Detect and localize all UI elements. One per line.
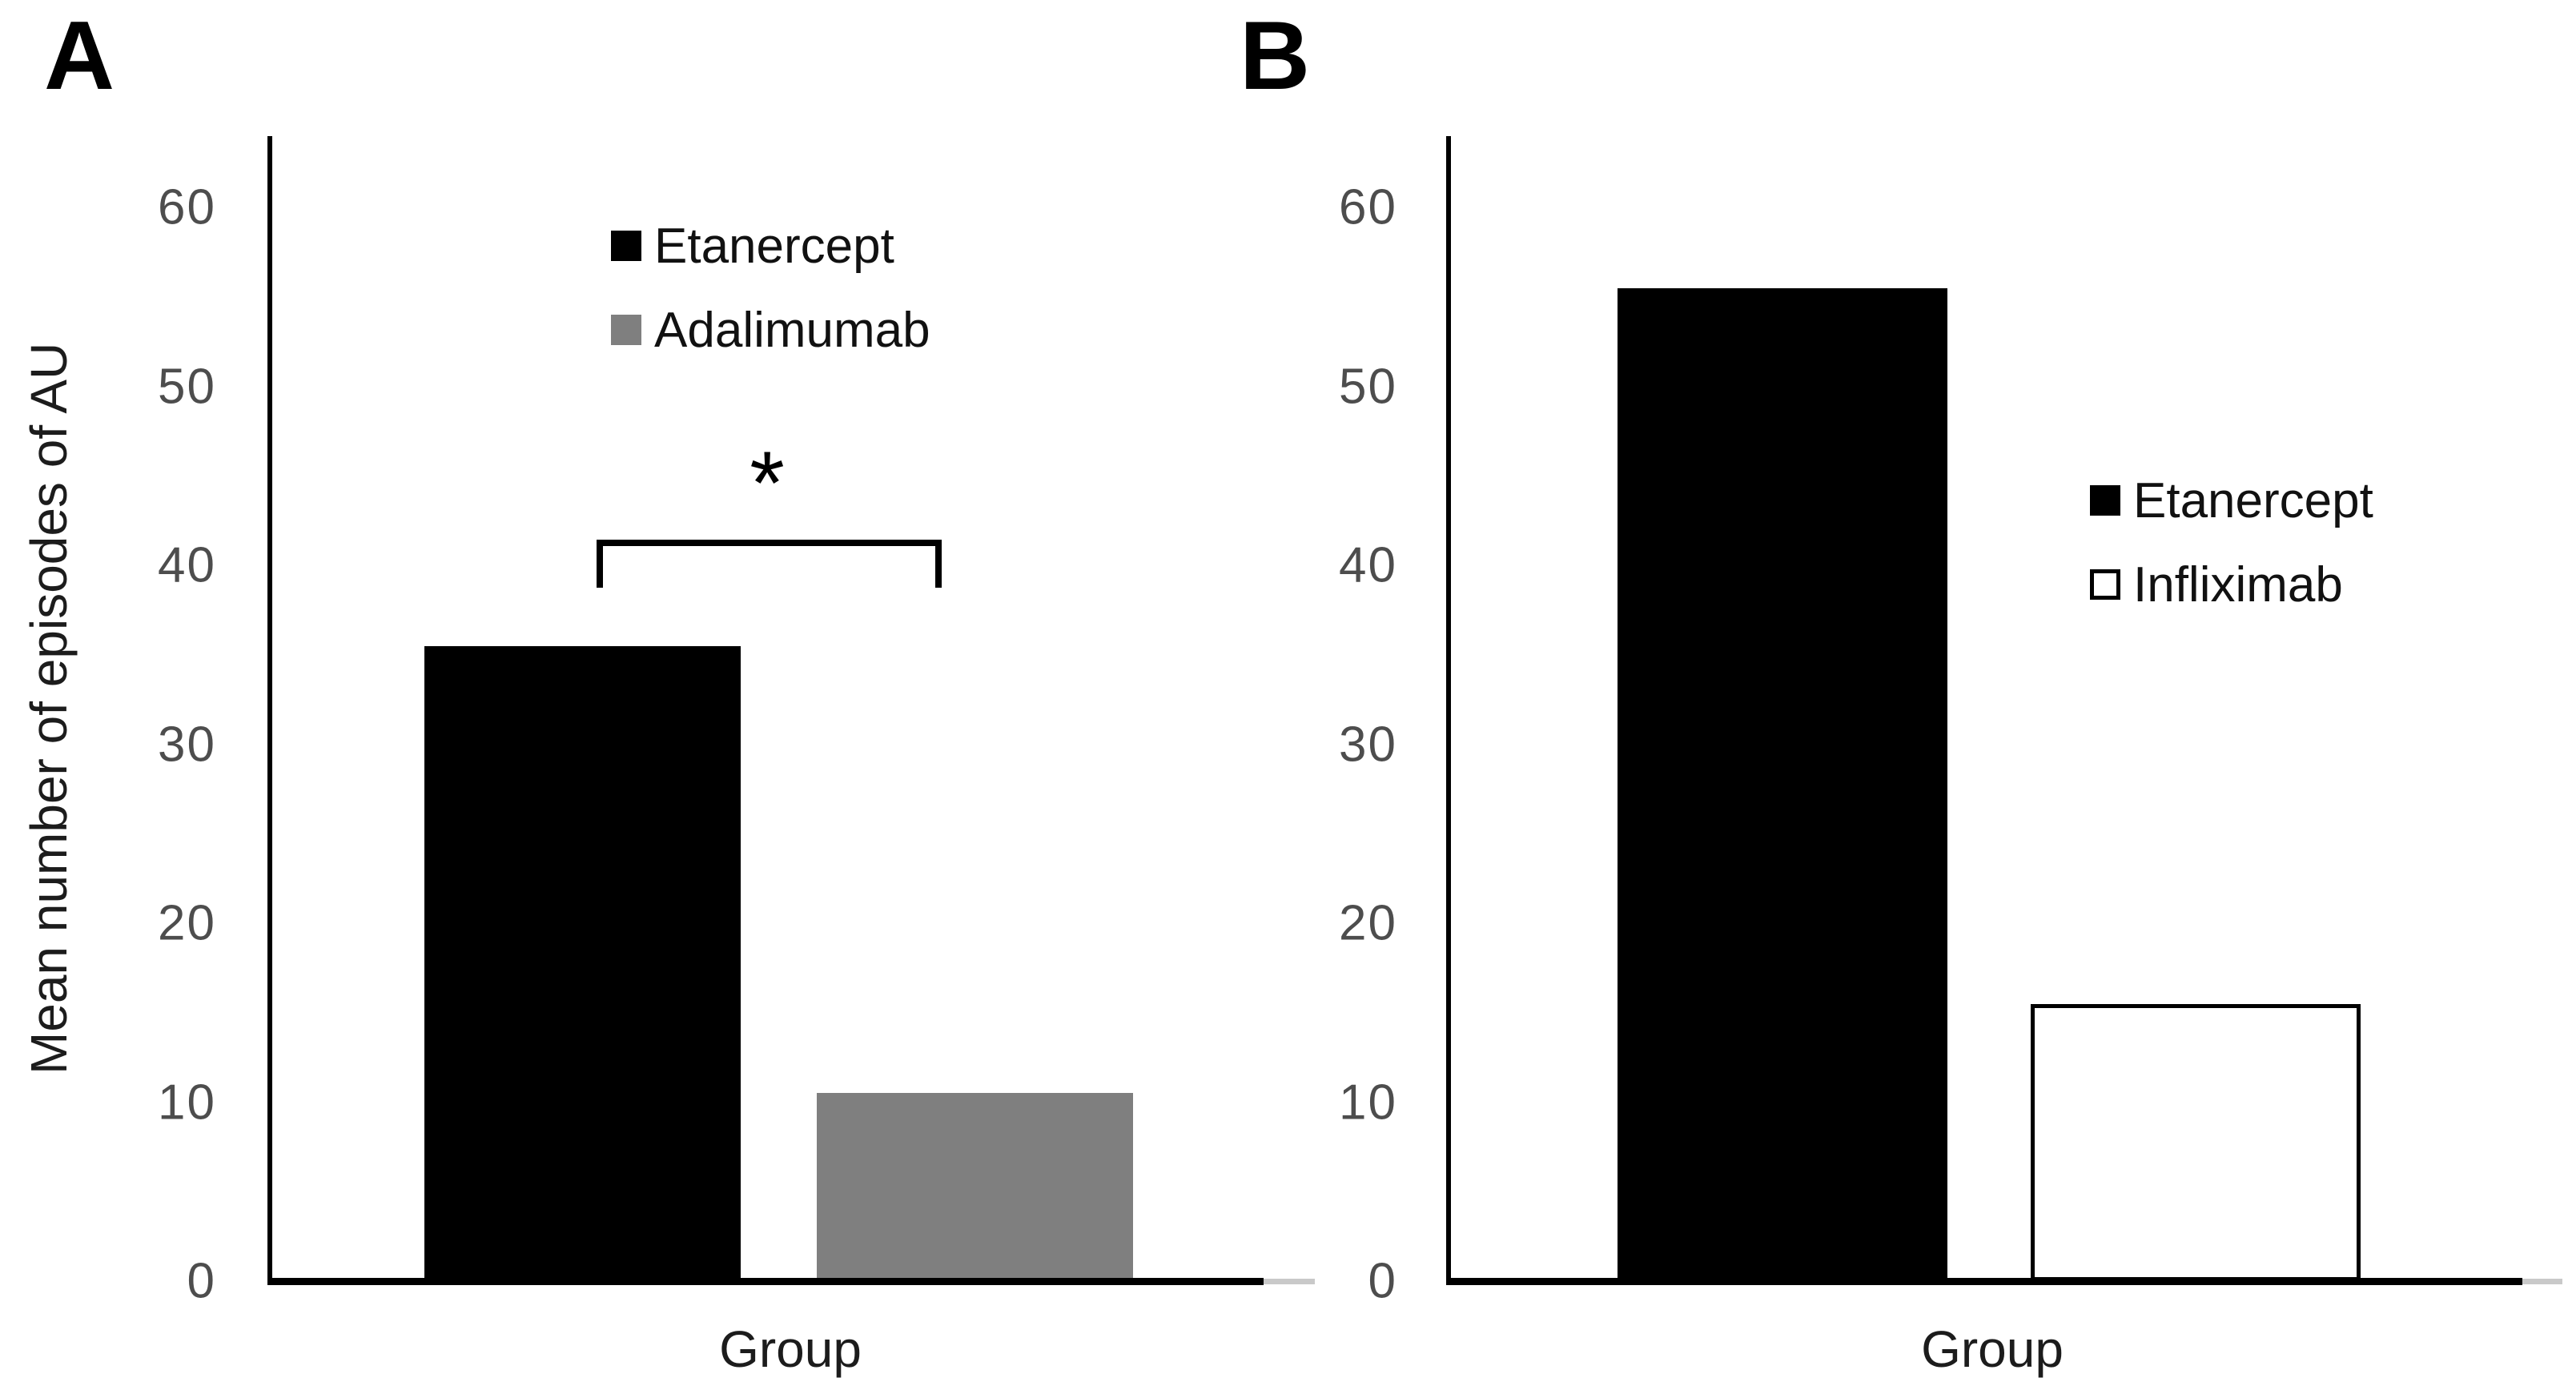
plot-area [1446, 136, 2543, 1281]
x-axis-label: Group [719, 1320, 862, 1378]
significance-bracket [597, 540, 942, 546]
x-axis-line [267, 1278, 1264, 1285]
legend-label-infliximab: Infliximab [2133, 556, 2343, 613]
legend-swatch-etanercept-icon [611, 231, 641, 261]
y-tick-label: 60 [158, 179, 216, 235]
legend-label-etanercept: Etanercept [654, 218, 894, 274]
legend-swatch-etanercept-icon [2090, 485, 2120, 516]
bar-etanercept [1618, 287, 1947, 1281]
significance-bracket-right-leg [935, 540, 942, 588]
y-tick-label: 20 [1339, 895, 1397, 951]
y-tick-label: 50 [1339, 359, 1397, 415]
y-axis-title: Mean number of episodes of AU [20, 342, 78, 1075]
legend-item-etanercept: Etanercept [2090, 472, 2373, 529]
bar-etanercept [424, 645, 741, 1281]
y-tick-label: 60 [1339, 179, 1397, 235]
significance-bracket-left-leg [597, 540, 603, 588]
plot-area [267, 136, 1318, 1281]
legend-label-adalimumab: Adalimumab [654, 302, 930, 358]
y-tick-label: 0 [1368, 1253, 1397, 1309]
legend-swatch-infliximab-icon [2090, 569, 2120, 600]
y-tick-label: 40 [1339, 537, 1397, 593]
y-tick-label: 0 [187, 1253, 216, 1309]
y-tick-labels: 0 10 20 30 40 50 60 [1293, 136, 1397, 1309]
y-tick-label: 10 [158, 1075, 216, 1131]
x-axis-line [1446, 1278, 2522, 1285]
x-axis-label: Group [1921, 1320, 2064, 1378]
legend-item-etanercept: Etanercept [611, 217, 894, 275]
y-tick-labels: 0 10 20 30 40 50 60 [112, 136, 216, 1309]
y-tick-label: 10 [1339, 1075, 1397, 1131]
significance-asterisk: * [749, 433, 785, 533]
legend-item-adalimumab: Adalimumab [611, 301, 930, 359]
y-tick-label: 50 [158, 359, 216, 415]
panel-a-letter: A [44, 1, 115, 110]
x-axis-line-stub [1264, 1279, 1315, 1284]
panel-b-letter: B [1240, 1, 1311, 110]
y-tick-label: 30 [1339, 717, 1397, 773]
bar-infliximab [2031, 1003, 2361, 1281]
legend-label-etanercept: Etanercept [2133, 472, 2373, 528]
y-tick-label: 30 [158, 717, 216, 773]
y-tick-label: 20 [158, 895, 216, 951]
legend-item-infliximab: Infliximab [2090, 556, 2343, 613]
legend-swatch-adalimumab-icon [611, 315, 641, 345]
bar-adalimumab [817, 1093, 1133, 1281]
y-tick-label: 40 [158, 537, 216, 593]
x-axis-line-stub [2522, 1279, 2562, 1284]
